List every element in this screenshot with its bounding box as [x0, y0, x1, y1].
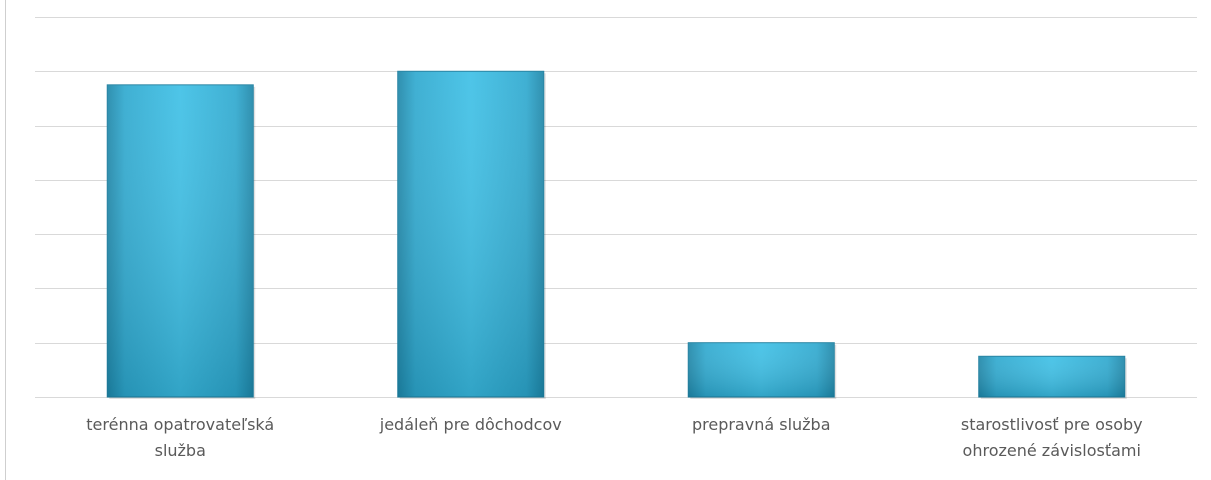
- chart-frame-edge: [5, 0, 6, 480]
- bar-4: [978, 355, 1127, 399]
- bar-3: [687, 342, 837, 399]
- bar-1: [106, 84, 256, 399]
- x-tick-label-3: prepravná služba: [691, 415, 831, 434]
- bar-shade: [397, 71, 544, 398]
- x-tick-label-4: starostlivosť pre osoby ohrozené závislo…: [960, 415, 1143, 460]
- bar-shade: [107, 84, 254, 397]
- bar-2: [397, 70, 546, 400]
- x-tick-label-1: terénna opatrovateľská služba: [86, 415, 275, 460]
- x-tick-label-2: jedáleň pre dôchodcov: [379, 415, 562, 434]
- bar-shade: [688, 342, 835, 397]
- bar-shade: [978, 356, 1125, 397]
- bars: [106, 70, 1127, 400]
